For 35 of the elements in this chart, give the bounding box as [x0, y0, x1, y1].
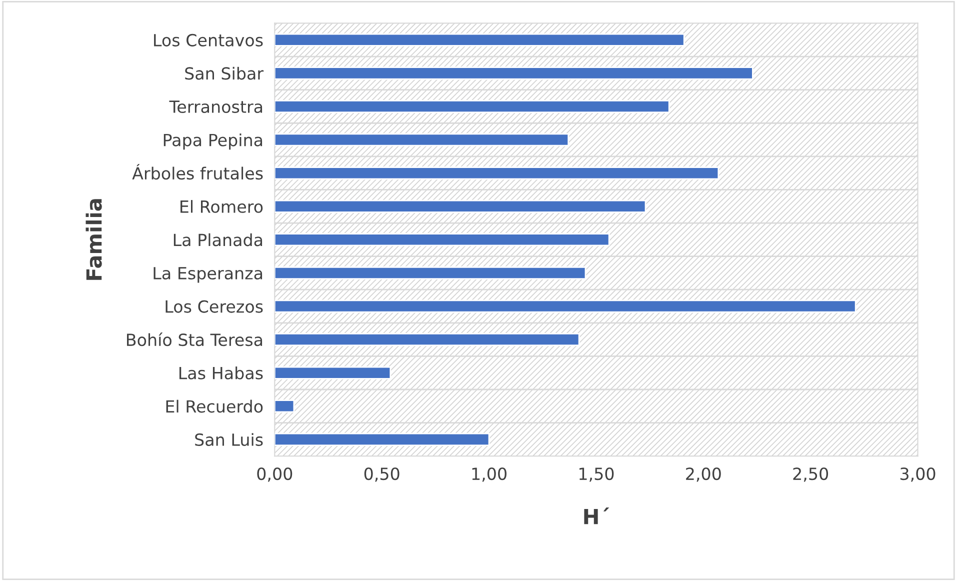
bar — [274, 133, 570, 146]
x-tick-label: 0,00 — [257, 467, 292, 482]
y-tick-label: San Luis — [195, 433, 263, 446]
y-tick-label: Los Cerezos — [166, 300, 263, 313]
y-tick-label: La Esperanza — [154, 267, 262, 283]
bar — [274, 233, 610, 246]
y-tick-label: La Planada — [174, 233, 262, 246]
x-tick-label: 0,50 — [364, 467, 400, 482]
x-tick-label: 2,00 — [686, 467, 721, 482]
bar — [274, 100, 670, 113]
y-tick-label: Árboles frutales — [132, 164, 263, 180]
y-tick-label: Los Centavos — [154, 34, 263, 46]
x-tick-label: 1,00 — [472, 467, 506, 482]
y-tick-label: El Romero — [180, 200, 263, 213]
bar — [274, 66, 754, 80]
bar — [274, 266, 586, 280]
bar — [274, 366, 392, 380]
bar — [274, 400, 295, 413]
y-axis-title: Familia — [86, 199, 102, 280]
bar — [274, 333, 580, 346]
x-tick-label: 1,50 — [579, 467, 614, 482]
y-tick-label: Terranostra — [169, 100, 262, 114]
bar — [274, 300, 856, 313]
bar — [274, 166, 720, 180]
x-tick-label: 2,50 — [793, 467, 828, 482]
y-tick-label: Bohío Sta Teresa — [127, 332, 262, 346]
x-axis-title: H´ — [584, 507, 610, 524]
y-tick-label: El Recuerdo — [166, 400, 263, 413]
bar — [274, 33, 685, 46]
bar — [274, 200, 646, 213]
y-tick-label: Las Habas — [179, 366, 263, 380]
x-tick-label: 3,00 — [900, 467, 936, 482]
y-tick-label: Papa Pepina — [164, 133, 262, 150]
bar — [274, 432, 490, 446]
y-tick-label: San Sibar — [185, 66, 264, 80]
